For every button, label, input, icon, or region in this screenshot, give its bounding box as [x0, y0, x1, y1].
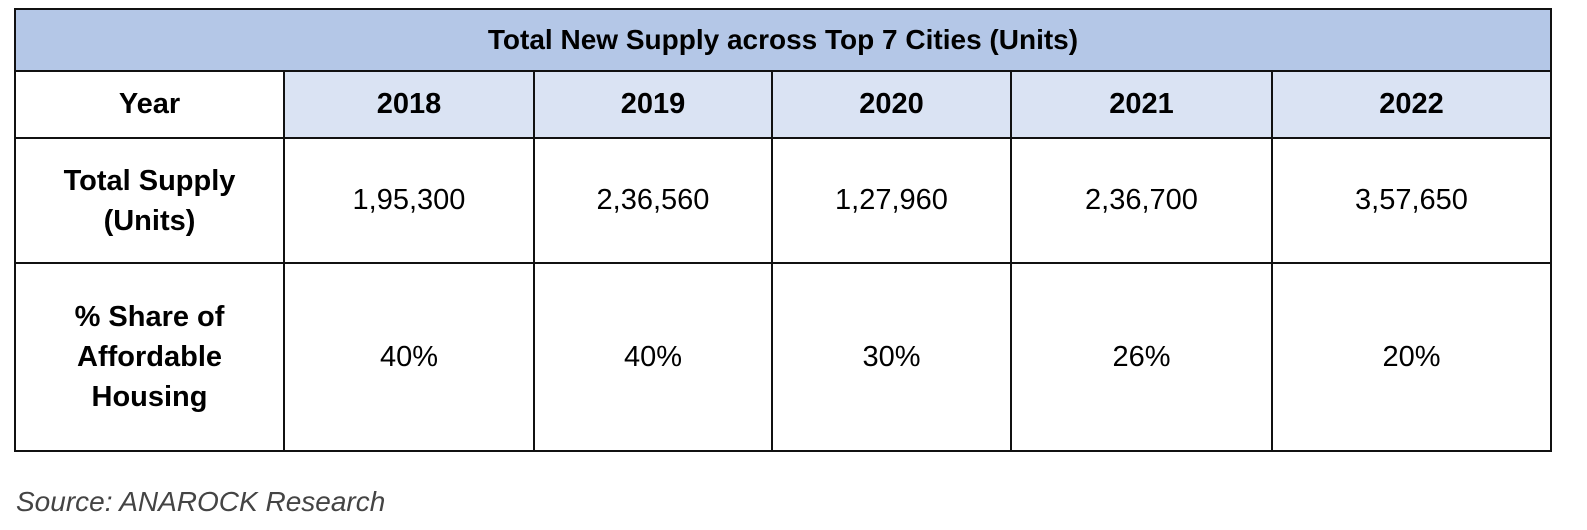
table-cell: 3,57,650	[1271, 137, 1552, 264]
column-header: 2019	[533, 70, 773, 139]
column-header: 2020	[771, 70, 1012, 139]
table-cell: 20%	[1271, 262, 1552, 452]
row-label: Total Supply (Units)	[63, 164, 236, 237]
table-cell: 1,95,300	[283, 137, 535, 264]
table-cell: 2,36,560	[533, 137, 773, 264]
table-row: % Share of Affordable Housing 40% 40% 30…	[14, 262, 1552, 452]
table-cell: 40%	[533, 262, 773, 452]
table-title: Total New Supply across Top 7 Cities (Un…	[14, 8, 1552, 72]
source-note: Source: ANAROCK Research	[16, 486, 386, 517]
table-cell: 1,27,960	[771, 137, 1012, 264]
supply-table: Total New Supply across Top 7 Cities (Un…	[14, 8, 1552, 452]
column-header: 2021	[1010, 70, 1273, 139]
table-cell: 26%	[1010, 262, 1273, 452]
column-header: 2018	[283, 70, 535, 139]
table-cell: 2,36,700	[1010, 137, 1273, 264]
row-label: % Share of Affordable Housing	[74, 301, 225, 413]
table-cell: 40%	[283, 262, 535, 452]
table-row: Total Supply (Units) 1,95,300 2,36,560 1…	[14, 137, 1552, 264]
header-row: Year 2018 2019 2020 2021 2022	[14, 70, 1552, 139]
column-header: 2022	[1271, 70, 1552, 139]
row-header-label: Year	[14, 70, 285, 139]
table-cell: 30%	[771, 262, 1012, 452]
